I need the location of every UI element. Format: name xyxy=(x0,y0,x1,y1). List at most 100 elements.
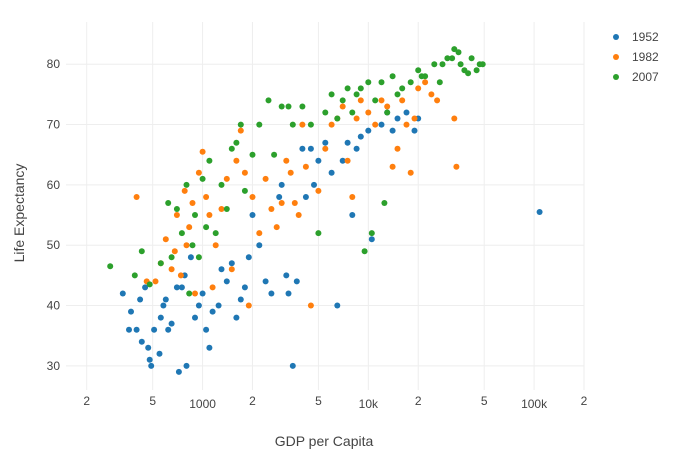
x-major-tick-label: 1000 xyxy=(189,397,216,411)
data-point-1952 xyxy=(128,308,134,315)
data-point-1982 xyxy=(349,194,356,200)
data-point-1982 xyxy=(295,212,302,218)
data-point-1982 xyxy=(283,157,290,164)
data-point-1952 xyxy=(162,296,169,303)
x-minor-tick-label: 5 xyxy=(315,394,322,408)
data-point-2007 xyxy=(439,61,446,68)
data-point-1982 xyxy=(245,302,252,309)
data-point-2007 xyxy=(457,61,464,68)
data-point-1982 xyxy=(268,206,275,212)
data-point-1952 xyxy=(206,344,213,351)
data-point-1982 xyxy=(173,212,180,218)
data-point-1952 xyxy=(357,133,364,140)
data-point-2007 xyxy=(157,260,164,267)
y-tick-label: 50 xyxy=(47,238,61,252)
data-point-1982 xyxy=(195,169,202,176)
data-point-1982 xyxy=(315,187,322,194)
grid xyxy=(66,22,585,390)
data-point-2007 xyxy=(212,230,219,237)
data-point-2007 xyxy=(138,248,145,255)
x-axis-ticks: 2 5 2 5 2 5 2 1000 10k 100k xyxy=(83,394,587,411)
data-point-1952 xyxy=(245,254,252,261)
data-point-1952 xyxy=(192,314,198,321)
data-point-1982 xyxy=(218,206,225,212)
data-point-2007 xyxy=(368,230,375,237)
data-point-1982 xyxy=(299,121,306,128)
data-point-1952 xyxy=(368,236,375,243)
data-point-1982 xyxy=(322,145,329,152)
data-point-1952 xyxy=(138,338,145,345)
data-point-2007 xyxy=(237,121,244,128)
data-point-1952 xyxy=(378,121,385,128)
x-minor-tick-label: 2 xyxy=(581,394,588,408)
y-axis-title: Life Expectancy xyxy=(11,164,27,263)
data-point-2007 xyxy=(415,67,422,74)
data-point-1952 xyxy=(151,326,158,333)
data-point-1982 xyxy=(278,200,285,206)
data-point-1982 xyxy=(422,79,429,86)
data-point-1982 xyxy=(302,163,309,170)
data-point-1982 xyxy=(428,91,435,98)
data-point-1982 xyxy=(162,236,169,243)
data-point-1952 xyxy=(339,157,346,164)
data-point-2007 xyxy=(165,200,172,206)
data-point-1952 xyxy=(187,254,194,261)
data-point-2007 xyxy=(357,85,364,92)
data-point-1982 xyxy=(209,284,216,291)
data-point-2007 xyxy=(365,79,372,86)
data-point-2007 xyxy=(233,139,240,146)
x-minor-tick-label: 2 xyxy=(415,394,422,408)
data-point-1952 xyxy=(119,290,126,297)
data-point-1952 xyxy=(322,139,329,146)
data-point-2007 xyxy=(271,151,278,158)
data-point-1952 xyxy=(256,242,263,249)
data-point-1952 xyxy=(156,350,163,357)
data-point-1952 xyxy=(365,127,372,134)
data-point-1982 xyxy=(177,272,184,279)
data-point-1982 xyxy=(407,169,414,176)
data-point-1952 xyxy=(349,212,356,218)
data-point-1982 xyxy=(291,200,298,206)
data-point-1952 xyxy=(137,296,144,303)
data-point-1982 xyxy=(357,97,364,104)
data-point-2007 xyxy=(349,109,356,116)
data-point-2007 xyxy=(307,121,314,128)
data-point-1952 xyxy=(237,296,244,303)
data-point-1982 xyxy=(168,266,175,273)
data-point-1982 xyxy=(411,115,418,122)
data-point-1982 xyxy=(171,248,178,255)
data-point-1952 xyxy=(178,284,185,291)
data-point-1982 xyxy=(451,115,458,122)
data-point-1982 xyxy=(262,175,269,182)
data-point-2007 xyxy=(465,70,472,77)
data-point-1982 xyxy=(241,169,248,176)
data-point-1952 xyxy=(160,302,167,309)
data-point-1952 xyxy=(403,109,410,116)
data-point-1982 xyxy=(378,97,385,104)
data-point-1952 xyxy=(126,326,132,333)
legend-label-1982: 1982 xyxy=(632,50,659,64)
data-point-1982 xyxy=(186,224,193,231)
data-point-1952 xyxy=(233,314,240,321)
data-point-2007 xyxy=(334,115,341,122)
data-point-1952 xyxy=(142,284,149,291)
data-point-2007 xyxy=(372,97,379,104)
data-point-2007 xyxy=(218,181,225,188)
data-point-1982 xyxy=(223,175,230,182)
data-point-2007 xyxy=(473,67,480,74)
data-point-1952 xyxy=(228,260,235,267)
legend-marker-1952 xyxy=(613,34,619,40)
data-point-1982 xyxy=(203,194,210,200)
data-point-1952 xyxy=(268,290,275,297)
data-point-1952 xyxy=(394,115,401,122)
data-point-2007 xyxy=(168,254,175,261)
data-point-1952 xyxy=(315,157,322,164)
data-point-1982 xyxy=(273,224,280,231)
data-point-1982 xyxy=(183,242,190,249)
data-point-2007 xyxy=(285,103,292,110)
data-point-1952 xyxy=(133,326,140,333)
x-minor-tick-label: 5 xyxy=(481,394,488,408)
data-point-1982 xyxy=(206,212,213,218)
data-point-1982 xyxy=(212,242,219,249)
